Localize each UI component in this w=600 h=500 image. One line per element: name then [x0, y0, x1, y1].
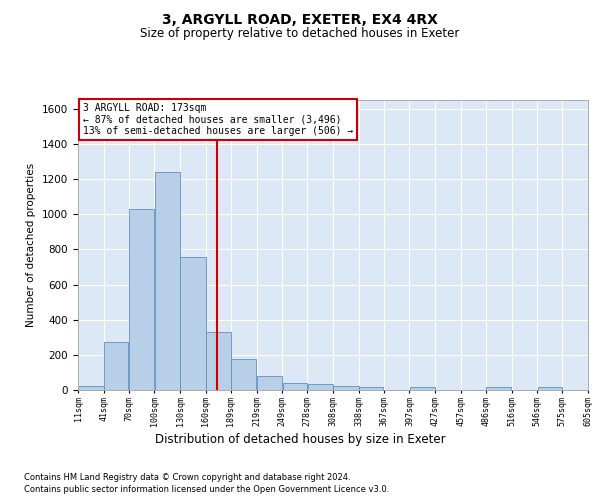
Text: Contains public sector information licensed under the Open Government Licence v3: Contains public sector information licen… — [24, 485, 389, 494]
Text: Size of property relative to detached houses in Exeter: Size of property relative to detached ho… — [140, 28, 460, 40]
Text: 3, ARGYLL ROAD, EXETER, EX4 4RX: 3, ARGYLL ROAD, EXETER, EX4 4RX — [162, 12, 438, 26]
Bar — [283, 382, 307, 390]
Text: Distribution of detached houses by size in Exeter: Distribution of detached houses by size … — [155, 432, 445, 446]
Bar — [486, 388, 511, 390]
Text: Contains HM Land Registry data © Crown copyright and database right 2024.: Contains HM Land Registry data © Crown c… — [24, 472, 350, 482]
Text: 3 ARGYLL ROAD: 173sqm
← 87% of detached houses are smaller (3,496)
13% of semi-d: 3 ARGYLL ROAD: 173sqm ← 87% of detached … — [83, 103, 353, 136]
Bar — [129, 209, 154, 390]
Bar — [155, 172, 180, 390]
Bar — [78, 386, 104, 390]
Bar — [206, 332, 230, 390]
Bar — [359, 388, 383, 390]
Bar — [104, 342, 128, 390]
Bar — [231, 359, 256, 390]
Bar — [181, 258, 206, 390]
Bar — [410, 388, 435, 390]
Bar — [257, 376, 282, 390]
Y-axis label: Number of detached properties: Number of detached properties — [26, 163, 37, 327]
Bar — [308, 384, 333, 390]
Bar — [333, 386, 359, 390]
Bar — [538, 388, 562, 390]
